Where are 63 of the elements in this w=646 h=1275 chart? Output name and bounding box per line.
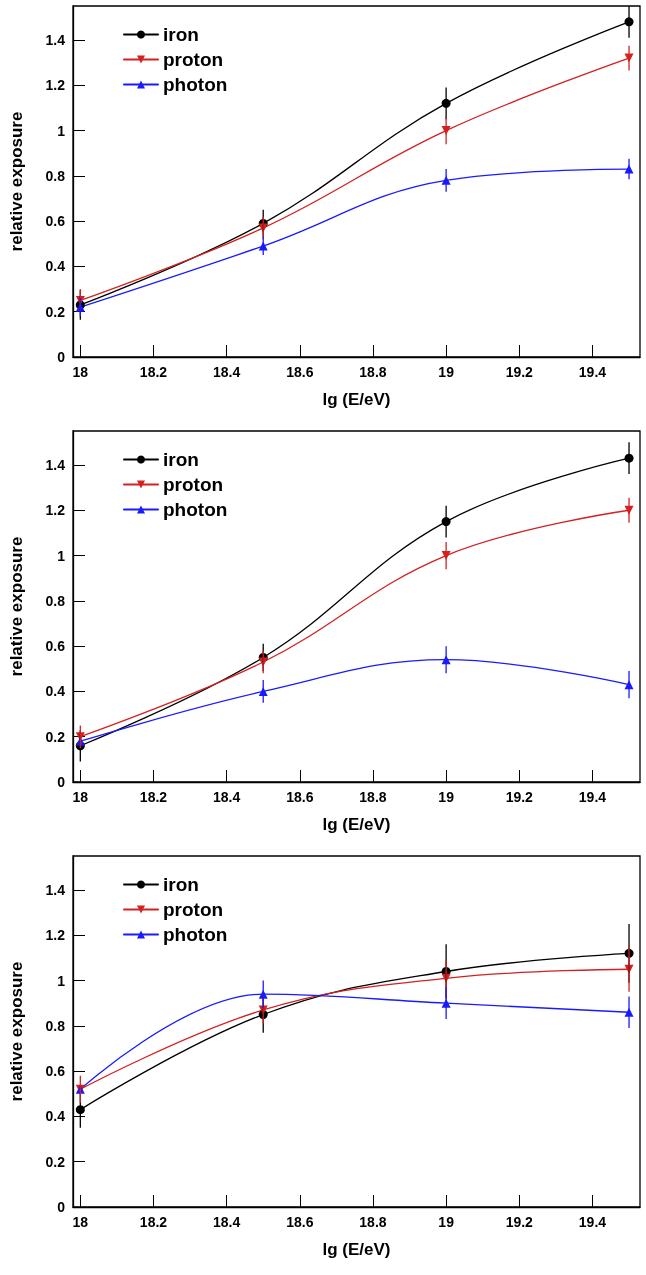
x-tick-label: 19 [438, 789, 455, 805]
y-tick-label: 0.4 [45, 683, 66, 700]
legend-label: proton [163, 474, 224, 495]
y-tick-label: 0.2 [45, 303, 66, 320]
y-tick-label: 1.2 [45, 77, 66, 94]
x-tick-label: 19.4 [578, 789, 607, 805]
y-tick-label: 0.8 [45, 167, 66, 184]
legend-label: iron [163, 24, 199, 45]
x-axis-title: lg (E/eV) [322, 815, 391, 834]
x-tick-label: 19 [438, 364, 455, 380]
y-tick-label: 0.6 [45, 638, 66, 655]
legend-label: proton [163, 49, 224, 70]
x-tick-label: 18.8 [359, 789, 387, 805]
x-tick-label: 18.8 [359, 364, 387, 380]
y-tick-label: 1.4 [45, 456, 66, 473]
y-tick-label: 0.4 [45, 1108, 66, 1125]
x-tick-label: 18.6 [286, 789, 314, 805]
x-tick-label: 19.2 [505, 789, 534, 805]
x-tick-label: 18 [72, 789, 89, 805]
y-tick-label: 0 [57, 774, 66, 790]
x-tick-label: 18.4 [213, 1214, 241, 1230]
x-tick-label: 18.6 [286, 1214, 314, 1230]
y-tick-label: 0 [57, 349, 66, 365]
y-tick-label: 0.8 [45, 592, 66, 609]
x-tick-label: 18 [72, 364, 89, 380]
y-tick-label: 0.6 [45, 1063, 66, 1080]
y-axis-title: relative exposure [7, 111, 26, 252]
x-tick-label: 19.4 [578, 364, 607, 380]
y-tick-label: 0.8 [45, 1017, 66, 1034]
y-tick-label: 0.2 [45, 1153, 66, 1170]
y-tick-label: 1 [57, 972, 66, 989]
x-tick-label: 18.2 [139, 364, 168, 380]
x-axis-title: lg (E/eV) [322, 390, 391, 409]
x-tick-label: 19.4 [578, 1214, 607, 1230]
y-axis-title: relative exposure [7, 536, 26, 677]
x-tick-label: 18 [72, 1214, 89, 1230]
legend-label: photon [163, 499, 228, 520]
x-axis-title: lg (E/eV) [322, 1240, 391, 1259]
legend-label: iron [163, 874, 199, 895]
y-tick-label: 0.6 [45, 213, 66, 230]
y-tick-label: 1 [57, 547, 66, 564]
x-tick-label: 19.2 [505, 1214, 534, 1230]
y-tick-label: 0.4 [45, 258, 66, 275]
x-tick-label: 19 [438, 1214, 455, 1230]
y-axis-title: relative exposure [7, 961, 26, 1102]
y-tick-label: 0 [57, 1199, 66, 1215]
y-tick-label: 1.2 [45, 502, 66, 519]
x-tick-label: 19.2 [505, 364, 534, 380]
x-tick-label: 18.2 [139, 1214, 168, 1230]
y-tick-label: 1.4 [45, 31, 66, 48]
legend-label: photon [163, 924, 228, 945]
y-tick-label: 1.4 [45, 881, 66, 898]
legend-label: iron [163, 449, 199, 470]
legend-label: proton [163, 899, 224, 920]
x-tick-label: 18.6 [286, 364, 314, 380]
y-tick-label: 1.2 [45, 927, 66, 944]
legend-label: photon [163, 74, 228, 95]
x-tick-label: 18.8 [359, 1214, 387, 1230]
y-tick-label: 0.2 [45, 728, 66, 745]
x-tick-label: 18.4 [213, 789, 241, 805]
x-tick-label: 18.4 [213, 364, 241, 380]
x-tick-label: 18.2 [139, 789, 168, 805]
y-tick-label: 1 [57, 122, 66, 139]
